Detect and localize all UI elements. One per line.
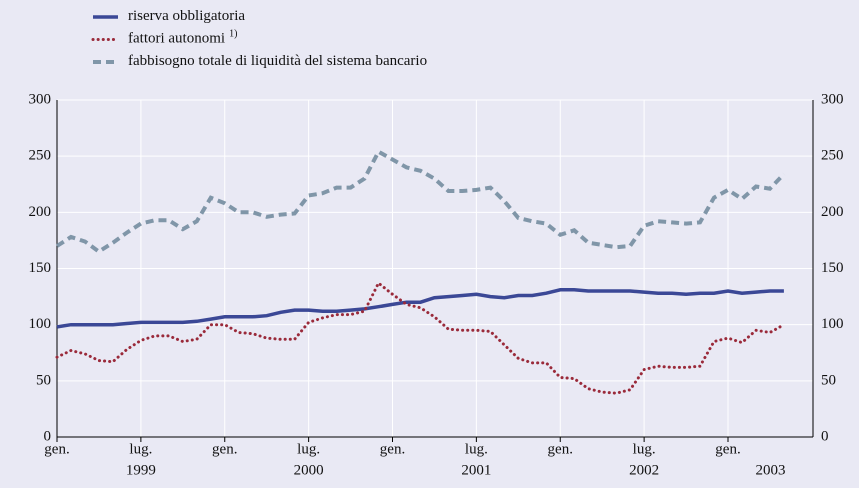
y-tick-label: 250 xyxy=(29,148,52,164)
legend-footnote: 1) xyxy=(229,29,237,40)
x-tick-label: gen. xyxy=(212,441,237,457)
year-label: 2003 xyxy=(756,462,786,478)
y-tick-label: 200 xyxy=(29,204,52,220)
x-tick-label: lug. xyxy=(129,441,152,457)
y2-tick-label: 50 xyxy=(821,372,836,388)
y-tick-label: 0 xyxy=(44,428,52,444)
y-tick-label: 100 xyxy=(29,316,52,332)
x-tick-label: lug. xyxy=(633,441,656,457)
year-label: 1999 xyxy=(126,462,156,478)
y-tick-label: 300 xyxy=(29,91,52,107)
y-tick-label: 50 xyxy=(36,372,51,388)
x-tick-label: gen. xyxy=(548,441,573,457)
x-tick-label: lug. xyxy=(297,441,320,457)
year-label: 2002 xyxy=(629,462,659,478)
year-label: 2001 xyxy=(461,462,491,478)
x-tick-label: lug. xyxy=(465,441,488,457)
legend-text: fattori autonomi xyxy=(128,31,225,47)
series-line xyxy=(55,148,786,255)
y2-tick-label: 100 xyxy=(821,316,844,332)
year-label: 2000 xyxy=(294,462,324,478)
x-tick-label: gen. xyxy=(715,441,740,457)
series-line xyxy=(56,288,784,329)
x-tick-label: gen. xyxy=(44,441,69,457)
series-line xyxy=(55,280,786,395)
legend-label: riserva obbligatoria xyxy=(128,8,245,24)
legend-text: riserva obbligatoria xyxy=(128,8,245,24)
legend-label: fabbisogno totale di liquidità del siste… xyxy=(128,53,427,69)
legend-text: fabbisogno totale di liquidità del siste… xyxy=(128,53,427,69)
x-tick-label: gen. xyxy=(380,441,405,457)
y2-tick-label: 0 xyxy=(821,428,829,444)
y2-tick-label: 150 xyxy=(821,260,844,276)
y2-tick-label: 300 xyxy=(821,91,844,107)
legend-label: fattori autonomi 1) xyxy=(128,29,237,47)
y2-tick-label: 250 xyxy=(821,148,844,164)
y2-tick-label: 200 xyxy=(821,204,844,220)
y-tick-label: 150 xyxy=(29,260,52,276)
